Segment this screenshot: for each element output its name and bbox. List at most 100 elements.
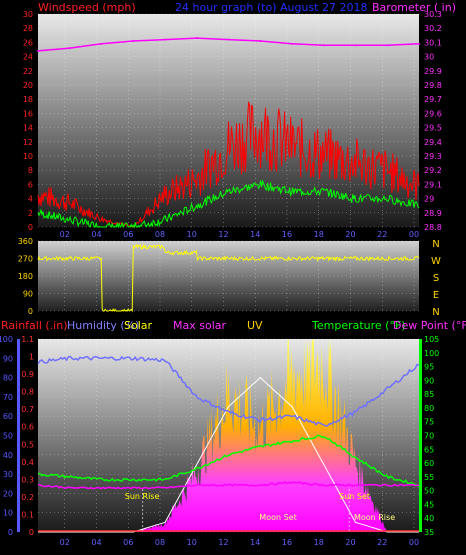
barometer-point [386, 44, 389, 47]
wind-y-tick-label: 10 [23, 152, 33, 161]
x-tick-label: 22 [377, 538, 387, 547]
x-tick-label: 00 [409, 538, 419, 547]
compass-label: W [431, 256, 441, 267]
x-tick-label: 06 [123, 230, 133, 239]
barometer-y-tick-label: 28.9 [424, 209, 442, 218]
temperature-y-tick-label: 90 [424, 376, 434, 385]
humidity-y-tick-label: 20 [3, 489, 13, 498]
barometer-point [291, 42, 293, 45]
rainfall-y-tick-label: 0.2 [21, 493, 34, 502]
temperature-y-tick-label: 95 [424, 363, 434, 372]
temperature-y-tick-label: 100 [424, 349, 439, 358]
temperature-axis-title: Temperature (°F) [312, 319, 406, 332]
wind-y-tick-label: 12 [23, 138, 33, 147]
temperature-y-tick-label: 50 [424, 487, 434, 496]
barometer-point [132, 39, 135, 42]
barometer-point [354, 44, 357, 47]
temperature-y-tick-label: 55 [424, 473, 434, 482]
wind-y-tick-label: 16 [23, 109, 33, 118]
x-tick-label: 02 [60, 230, 70, 239]
rainfall-y-tick-label: 0 [29, 528, 34, 537]
temperature-y-tick-label: 105 [424, 335, 439, 344]
x-tick-label: 18 [314, 538, 324, 547]
x-tick-label: 06 [123, 538, 133, 547]
barometer-y-tick-label: 29.2 [424, 166, 442, 175]
rainfall-y-tick-label: 0.4 [21, 458, 34, 467]
uv-legend: UV [247, 319, 263, 332]
rainfall-y-tick-label: 1.1 [21, 335, 34, 344]
temperature-y-tick-label: 60 [424, 459, 434, 468]
wind-y-tick-label: 30 [23, 10, 33, 19]
rainfall-y-tick-label: 0.5 [21, 440, 34, 449]
barometer-point [164, 38, 166, 41]
sun-set-label: Sun Set [339, 492, 370, 501]
temperature-y-tick-label: 35 [424, 528, 434, 537]
x-tick-label: 14 [250, 230, 260, 239]
x-tick-label: 08 [155, 230, 165, 239]
x-tick-label: 04 [91, 230, 101, 239]
barometer-point [418, 42, 420, 45]
temperature-axis-bar [419, 339, 422, 532]
solar-area [38, 339, 419, 532]
barometer-point [195, 37, 198, 40]
rainfall-y-tick-label: 0.6 [21, 423, 34, 432]
dew-point-line [37, 481, 420, 490]
direction-y-tick-label: 0 [28, 307, 33, 316]
max-solar-line [38, 376, 419, 533]
humidity-y-tick-label: 70 [3, 393, 13, 402]
humidity-line [37, 355, 420, 427]
wind-panel-bg [38, 14, 419, 227]
direction-y-tick-label: 360 [18, 237, 33, 246]
barometer-y-tick-label: 29.4 [424, 138, 442, 147]
temperature-y-tick-label: 80 [424, 404, 434, 413]
wind-y-tick-label: 14 [23, 124, 33, 133]
x-tick-label: 08 [155, 538, 165, 547]
x-tick-label: 20 [345, 538, 355, 547]
humidity-axis-bar [17, 339, 20, 532]
humidity-y-tick-label: 100 [0, 335, 13, 344]
barometer-axis-title: Barometer ( in) [372, 1, 456, 14]
moon-rise-label: Moon Rise [354, 513, 395, 522]
humidity-y-tick-label: 30 [3, 470, 13, 479]
rainfall-y-tick-label: 0.1 [21, 510, 34, 519]
rainfall-axis-title: Rainfall (.in) [1, 319, 68, 332]
dew-point-axis-title: Dew Point (°F) [393, 319, 466, 332]
direction-y-tick-label: 90 [23, 290, 33, 299]
wind-y-tick-label: 8 [28, 166, 33, 175]
x-tick-label: 00 [409, 230, 419, 239]
max-solar-legend: Max solar [173, 319, 227, 332]
wind-y-tick-label: 2 [28, 209, 33, 218]
barometer-y-tick-label: 28.8 [424, 223, 442, 232]
wind-direction-line [37, 243, 420, 313]
compass-label: N [432, 239, 439, 250]
barometer-y-tick-label: 29.9 [424, 67, 442, 76]
rainfall-y-tick-label: 0.7 [21, 405, 34, 414]
barometer-y-tick-label: 30.3 [424, 10, 442, 19]
compass-label: S [433, 273, 439, 284]
barometer-y-tick-label: 29.6 [424, 109, 442, 118]
x-tick-label: 02 [60, 538, 70, 547]
rainfall-y-tick-label: 1 [29, 353, 34, 362]
wind-y-tick-label: 6 [28, 180, 33, 189]
x-tick-label: 10 [187, 538, 197, 547]
sun-rise-label: Sun Rise [125, 492, 160, 501]
barometer-y-tick-label: 30.2 [424, 24, 442, 33]
barometer-y-tick-label: 30.1 [424, 38, 442, 47]
gust-line [37, 179, 420, 229]
barometer-point [100, 42, 103, 45]
rainfall-y-tick-label: 0.8 [21, 388, 34, 397]
compass-label: E [433, 290, 439, 301]
barometer-point [227, 38, 230, 41]
barometer-y-tick-label: 29.7 [424, 95, 442, 104]
humidity-y-tick-label: 10 [3, 509, 13, 518]
humidity-y-tick-label: 60 [3, 412, 13, 421]
x-tick-label: 12 [218, 230, 228, 239]
temperature-y-tick-label: 70 [424, 432, 434, 441]
x-tick-label: 04 [91, 538, 101, 547]
wind-y-tick-label: 20 [23, 81, 33, 90]
wind-y-tick-label: 22 [23, 67, 33, 76]
direction-y-tick-label: 270 [18, 255, 33, 264]
rainfall-y-tick-label: 0.3 [21, 475, 34, 484]
